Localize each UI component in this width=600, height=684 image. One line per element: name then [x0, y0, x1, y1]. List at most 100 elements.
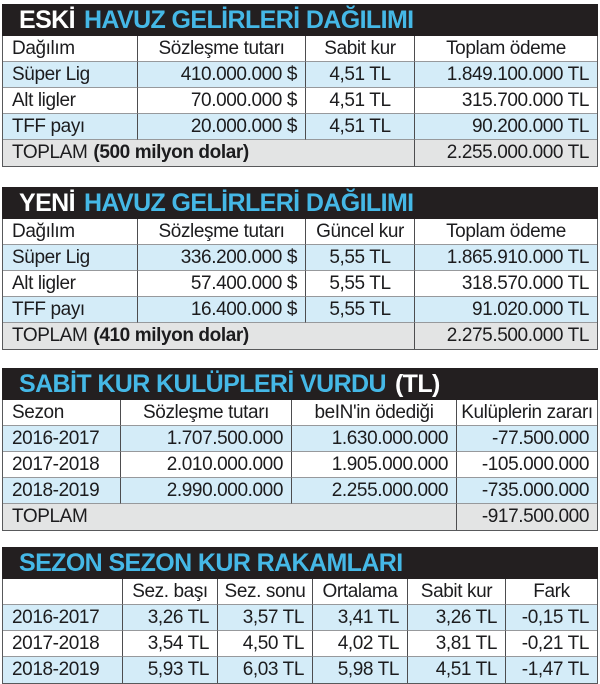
- old-pool-revenue-panel: ESKİ HAVUZ GELİRLERİ DAĞILIMI Dağılım Sö…: [2, 4, 598, 167]
- total-label-cell: TOPLAM (500 milyon dolar): [3, 140, 415, 166]
- panel-title-highlight: YENİ: [19, 188, 76, 217]
- cell-rate: 3,57 TL: [218, 605, 313, 631]
- new-pool-table: Dağılım Sözleşme tutarı Güncel kur Topla…: [2, 219, 598, 350]
- column-header: Sez. başı: [123, 579, 218, 605]
- total-label-cell: TOPLAM: [3, 504, 457, 530]
- column-header: Toplam ödeme: [415, 219, 597, 245]
- total-label-cell: TOPLAM (410 milyon dolar): [3, 323, 415, 349]
- column-header: Sözleşme tutarı: [121, 400, 292, 426]
- total-label-detail: (410 milyon dolar): [93, 325, 249, 346]
- cell-rate: 4,51 TL: [306, 88, 415, 114]
- column-header: Sözleşme tutarı: [138, 36, 306, 62]
- cell-season: 2017-2018: [3, 452, 121, 478]
- cell-rate: 4,51 TL: [408, 657, 506, 683]
- cell-amount: 70.000.000 $: [138, 88, 306, 114]
- cell-loss: -77.500.000: [457, 426, 597, 452]
- panel-title-highlight: (TL): [394, 369, 440, 398]
- total-label: TOPLAM: [12, 325, 88, 346]
- new-pool-title-bar: YENİ HAVUZ GELİRLERİ DAĞILIMI: [2, 187, 598, 219]
- season-rates-table: Sez. başı Sez. sonu Ortalama Sabit kur F…: [2, 579, 598, 684]
- cell-amount: 2.990.000.000: [121, 478, 292, 504]
- old-pool-title-bar: ESKİ HAVUZ GELİRLERİ DAĞILIMI: [2, 4, 598, 36]
- cell-rate: 5,98 TL: [313, 657, 408, 683]
- cell-rate: 3,81 TL: [408, 631, 506, 657]
- total-label-detail: (500 milyon dolar): [93, 142, 249, 163]
- cell-season: 2018-2019: [3, 657, 123, 683]
- cell-rate: 4,50 TL: [218, 631, 313, 657]
- cell-rate: 3,54 TL: [123, 631, 218, 657]
- total-value: 2.255.000.000 TL: [415, 140, 597, 166]
- column-header: Güncel kur: [306, 219, 415, 245]
- cell-total: 315.700.000 TL: [415, 88, 597, 114]
- cell-difference: -1,47 TL: [506, 657, 597, 683]
- cell-amount: 1.707.500.000: [121, 426, 292, 452]
- cell-amount: 57.400.000 $: [138, 271, 306, 297]
- cell-label: TFF payı: [3, 297, 138, 323]
- column-header: Sözleşme tutarı: [138, 219, 306, 245]
- cell-rate: 5,55 TL: [306, 271, 415, 297]
- column-header: beIN'in ödediği: [292, 400, 457, 426]
- cell-difference: -0,15 TL: [506, 605, 597, 631]
- cell-rate: 5,55 TL: [306, 297, 415, 323]
- panel-title-text: HAVUZ GELİRLERİ DAĞILIMI: [83, 188, 414, 217]
- cell-season: 2018-2019: [3, 478, 121, 504]
- cell-rate: 4,51 TL: [306, 114, 415, 140]
- column-header: Fark: [506, 579, 597, 605]
- column-header: [3, 579, 123, 605]
- fixed-rate-title-bar: SABİT KUR KULÜPLERİ VURDU (TL): [2, 368, 598, 400]
- column-header: Ortalama: [313, 579, 408, 605]
- column-header: Sezon: [3, 400, 121, 426]
- panel-title-text: SABİT KUR KULÜPLERİ VURDU: [19, 369, 387, 398]
- cell-total: 1.849.100.000 TL: [415, 62, 597, 88]
- cell-label: Alt ligler: [3, 271, 138, 297]
- cell-amount: 20.000.000 $: [138, 114, 306, 140]
- column-header: Sez. sonu: [218, 579, 313, 605]
- fixed-rate-table: Sezon Sözleşme tutarı beIN'in ödediği Ku…: [2, 400, 598, 531]
- old-pool-table: Dağılım Sözleşme tutarı Sabit kur Toplam…: [2, 36, 598, 167]
- cell-amount: 1.905.000.000: [292, 452, 457, 478]
- season-rates-panel: SEZON SEZON KUR RAKAMLARI Sez. başı Sez.…: [2, 547, 598, 684]
- total-value: 2.275.500.000 TL: [415, 323, 597, 349]
- cell-rate: 3,26 TL: [123, 605, 218, 631]
- column-header: Toplam ödeme: [415, 36, 597, 62]
- fixed-rate-losses-panel: SABİT KUR KULÜPLERİ VURDU (TL) Sezon Söz…: [2, 368, 598, 531]
- cell-total: 318.570.000 TL: [415, 271, 597, 297]
- column-header: Sabit kur: [408, 579, 506, 605]
- cell-total: 90.200.000 TL: [415, 114, 597, 140]
- cell-label: Süper Lig: [3, 62, 138, 88]
- cell-difference: -0,21 TL: [506, 631, 597, 657]
- cell-label: Alt ligler: [3, 88, 138, 114]
- cell-label: Süper Lig: [3, 245, 138, 271]
- cell-amount: 2.255.000.000: [292, 478, 457, 504]
- cell-rate: 5,55 TL: [306, 245, 415, 271]
- cell-loss: -105.000.000: [457, 452, 597, 478]
- column-header: Dağılım: [3, 219, 138, 245]
- cell-label: TFF payı: [3, 114, 138, 140]
- total-label: TOPLAM: [12, 506, 88, 527]
- cell-amount: 1.630.000.000: [292, 426, 457, 452]
- cell-amount: 410.000.000 $: [138, 62, 306, 88]
- column-header: Dağılım: [3, 36, 138, 62]
- panel-title-text: SEZON SEZON KUR RAKAMLARI: [19, 548, 403, 577]
- cell-rate: 3,41 TL: [313, 605, 408, 631]
- total-label: TOPLAM: [12, 142, 88, 163]
- cell-amount: 336.200.000 $: [138, 245, 306, 271]
- cell-rate: 5,93 TL: [123, 657, 218, 683]
- cell-amount: 16.400.000 $: [138, 297, 306, 323]
- cell-season: 2016-2017: [3, 426, 121, 452]
- panel-title-highlight: ESKİ: [19, 5, 76, 34]
- season-rates-title-bar: SEZON SEZON KUR RAKAMLARI: [2, 547, 598, 579]
- cell-rate: 6,03 TL: [218, 657, 313, 683]
- cell-total: 91.020.000 TL: [415, 297, 597, 323]
- cell-rate: 4,02 TL: [313, 631, 408, 657]
- new-pool-revenue-panel: YENİ HAVUZ GELİRLERİ DAĞILIMI Dağılım Sö…: [2, 187, 598, 350]
- cell-season: 2017-2018: [3, 631, 123, 657]
- column-header: Kulüplerin zararı: [457, 400, 597, 426]
- cell-total: 1.865.910.000 TL: [415, 245, 597, 271]
- column-header: Sabit kur: [306, 36, 415, 62]
- cell-loss: -735.000.000: [457, 478, 597, 504]
- panel-title-text: HAVUZ GELİRLERİ DAĞILIMI: [83, 5, 414, 34]
- cell-rate: 4,51 TL: [306, 62, 415, 88]
- cell-amount: 2.010.000.000: [121, 452, 292, 478]
- cell-season: 2016-2017: [3, 605, 123, 631]
